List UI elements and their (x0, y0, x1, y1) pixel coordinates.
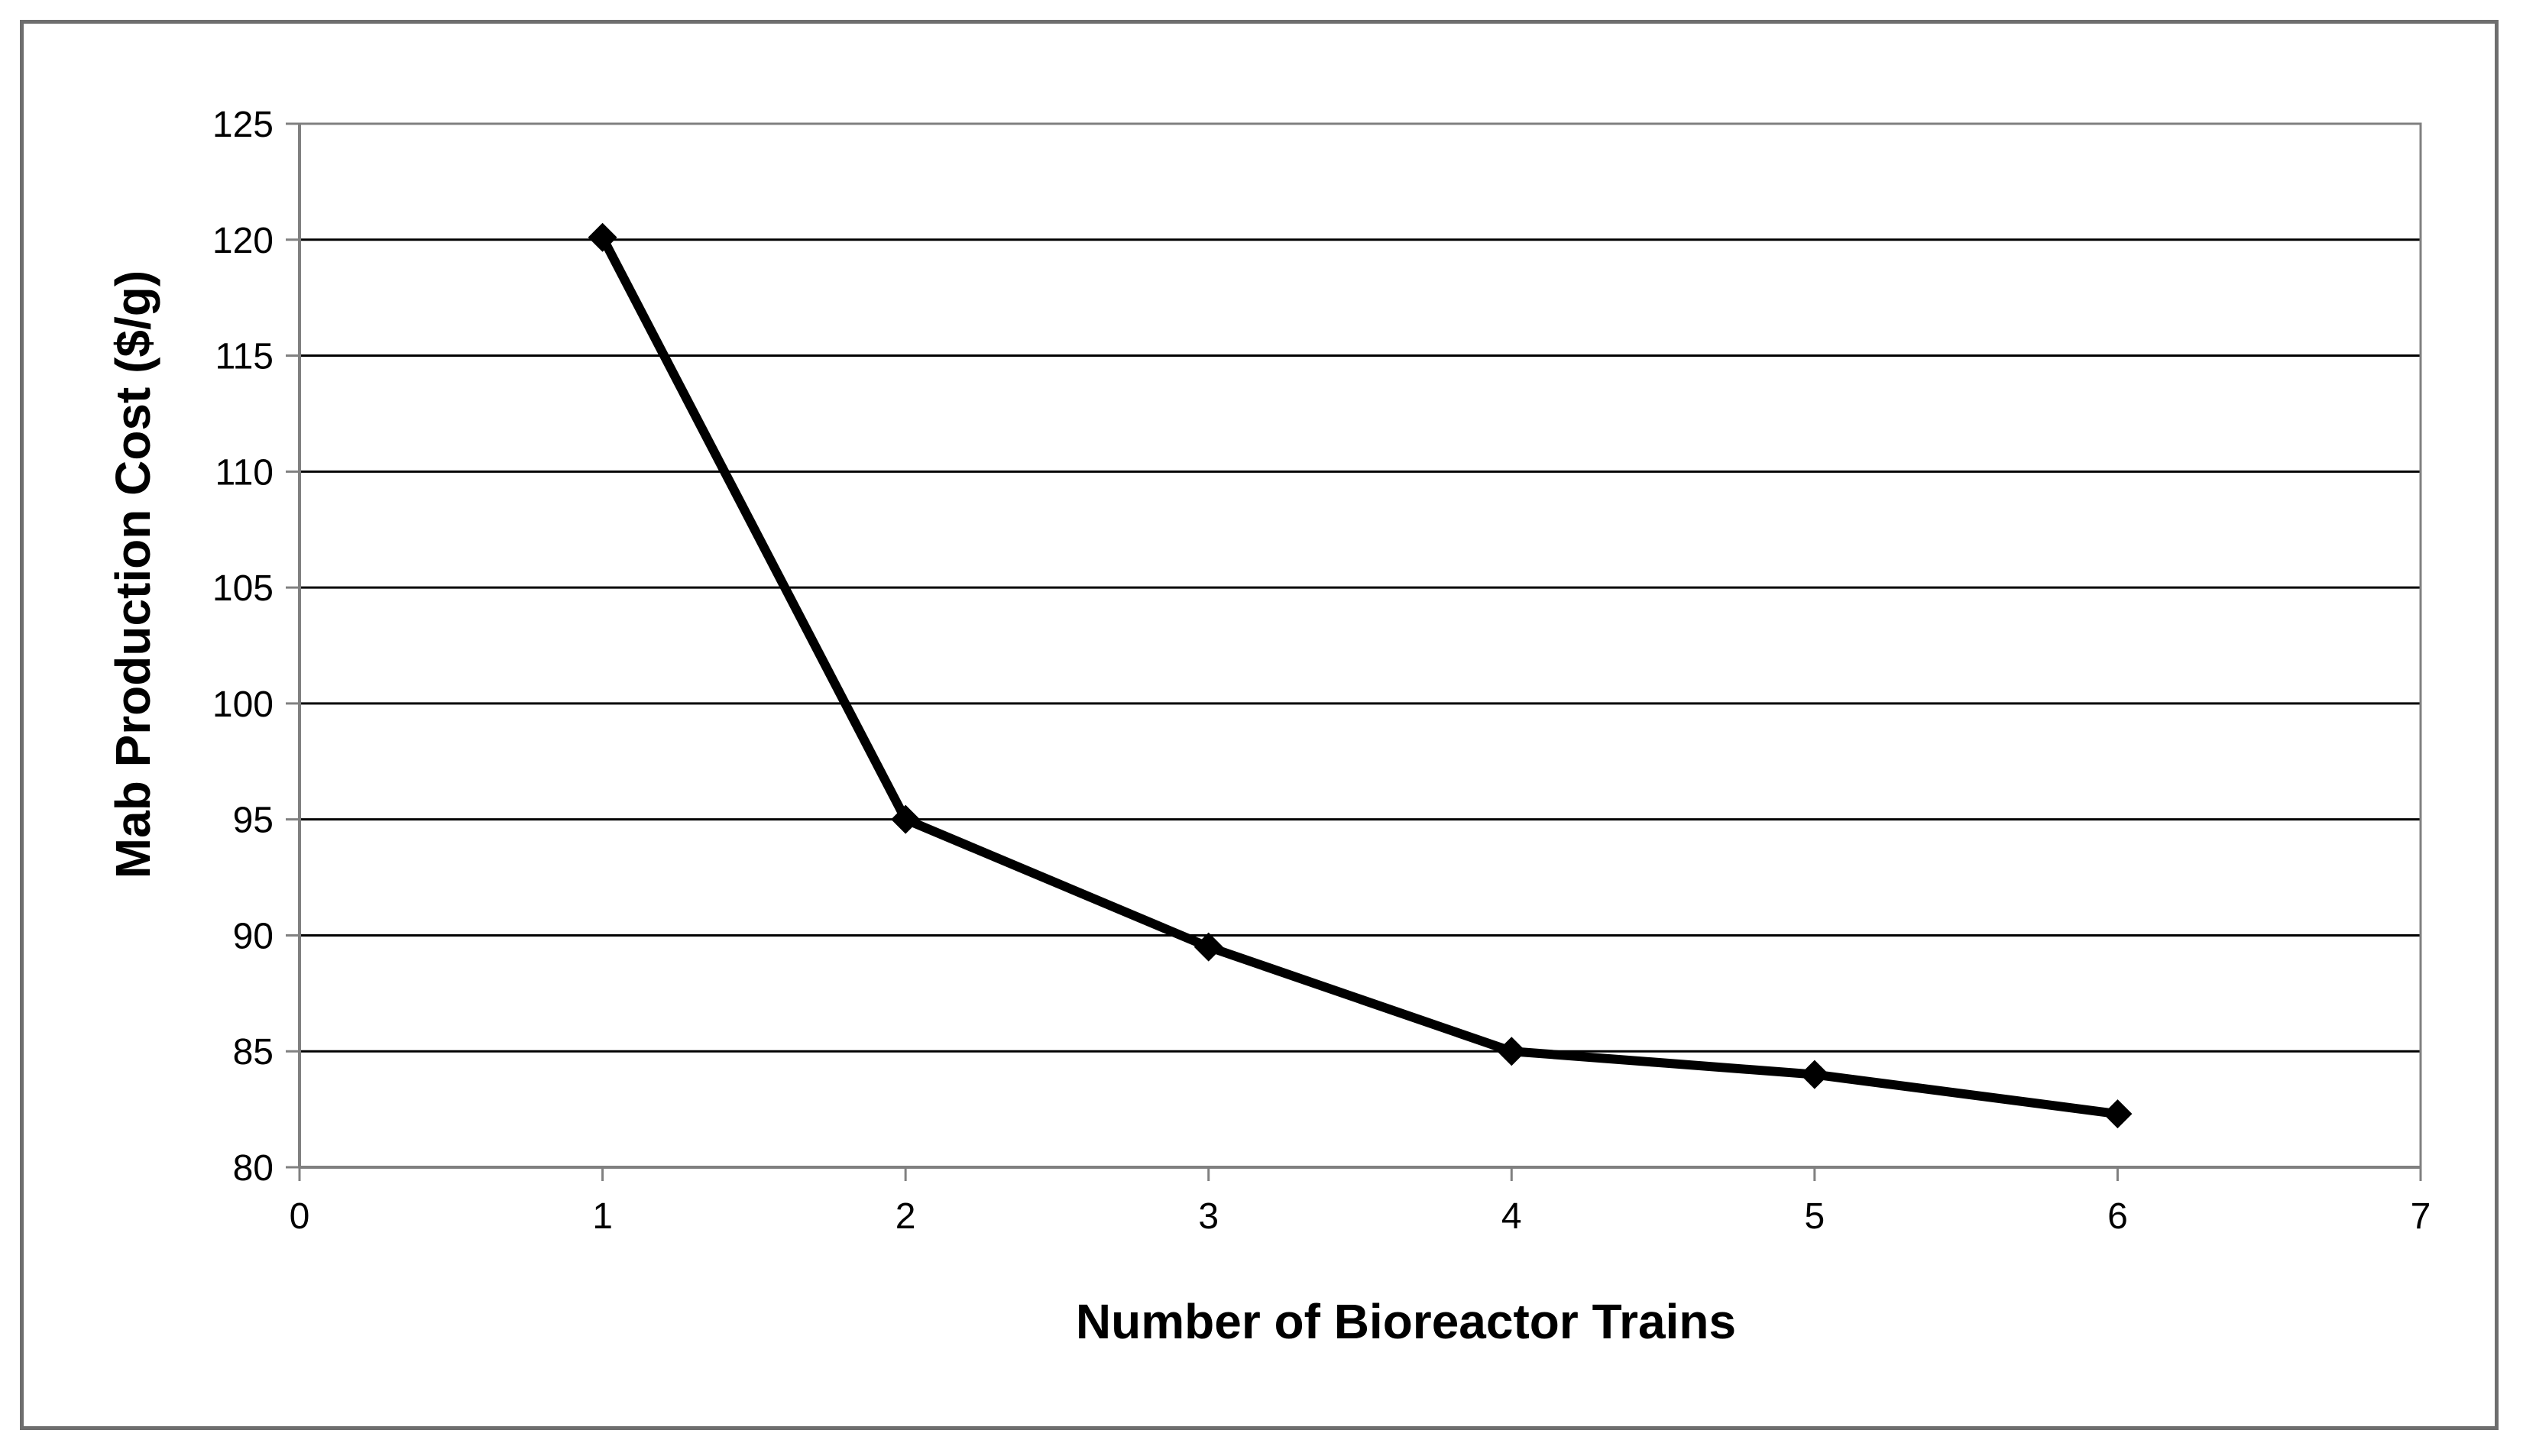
y-axis-title: Mab Production Cost ($/g) (105, 270, 160, 878)
y-tick-label: 120 (212, 221, 274, 261)
data-point-marker (2103, 1099, 2133, 1129)
series (588, 222, 2133, 1129)
data-point-marker (1799, 1060, 1829, 1089)
x-tick-label: 6 (2107, 1196, 2128, 1237)
data-point-marker (891, 804, 921, 834)
chart-frame (20, 20, 2499, 1430)
y-tick-label: 105 (212, 568, 274, 609)
x-tick-label: 7 (2411, 1196, 2431, 1237)
y-tick-label: 85 (233, 1032, 274, 1073)
data-point-marker (1497, 1037, 1527, 1066)
y-tick-label: 115 (215, 337, 274, 377)
axes (286, 122, 2422, 1181)
x-tick-label: 4 (1501, 1196, 1522, 1237)
data-point-marker (1193, 932, 1223, 962)
tick-labels: 80 85 90 95 100 105 110 115 120 125 0 1 2 3 4 5 6 7 (212, 105, 2431, 1237)
y-tick-label: 125 (212, 105, 274, 145)
x-tick-label: 1 (592, 1196, 613, 1237)
series-line (598, 232, 2123, 1119)
y-tick-label: 110 (215, 452, 274, 493)
y-tick-label: 90 (233, 916, 274, 956)
x-tick-label: 3 (1198, 1196, 1219, 1237)
x-tick-label: 0 (290, 1196, 310, 1237)
plot-area-border (298, 122, 2422, 1169)
y-tick-label: 95 (233, 801, 274, 841)
x-tick-label: 5 (1805, 1196, 1825, 1237)
y-tick-label: 100 (212, 684, 274, 725)
y-tick-label: 80 (233, 1148, 274, 1189)
data-point-marker (588, 222, 617, 252)
x-tick-label: 2 (896, 1196, 916, 1237)
x-axis-title: Number of Bioreactor Trains (1076, 1294, 1736, 1349)
